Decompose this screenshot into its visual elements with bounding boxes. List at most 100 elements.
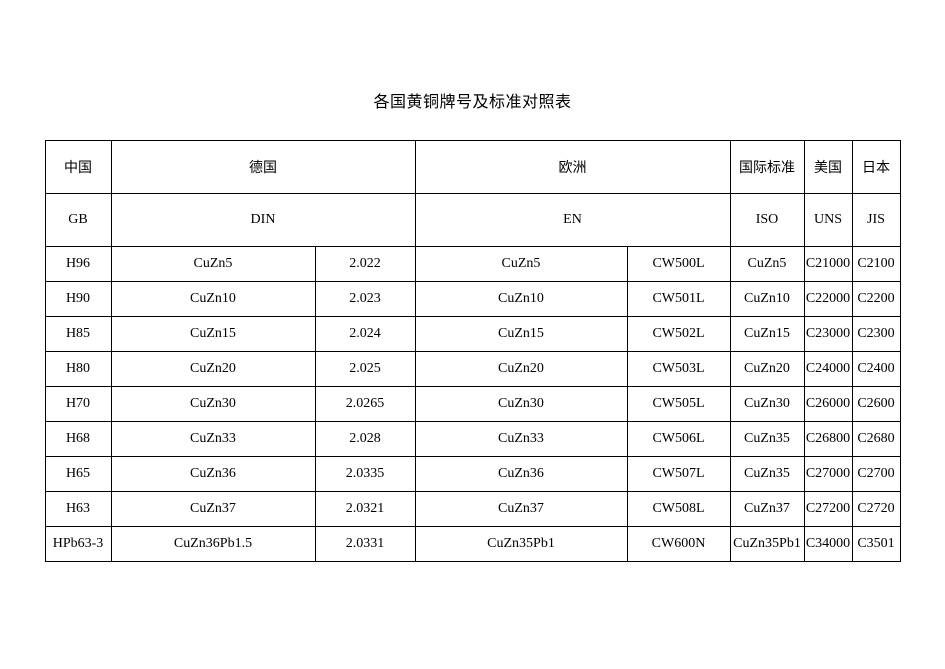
- table-cell: H70: [45, 387, 111, 422]
- table-cell: CuZn35Pb1: [730, 527, 804, 562]
- table-cell: CW500L: [627, 247, 730, 282]
- table-cell: CuZn35: [730, 457, 804, 492]
- table-row: H90CuZn102.023CuZn10CW501LCuZn10C22000C2…: [45, 282, 900, 317]
- table-cell: CuZn20: [111, 352, 315, 387]
- table-cell: C2200: [852, 282, 900, 317]
- table-cell: 2.024: [315, 317, 415, 352]
- col-country-iso: 国际标准: [730, 141, 804, 194]
- table-row: H68CuZn332.028CuZn33CW506LCuZn35C26800C2…: [45, 422, 900, 457]
- table-cell: C22000: [804, 282, 852, 317]
- table-body: H96CuZn52.022CuZn5CW500LCuZn5C21000C2100…: [45, 247, 900, 562]
- table-cell: CuZn10: [730, 282, 804, 317]
- header-row-standards: GB DIN EN ISO UNS JIS: [45, 194, 900, 247]
- table-cell: C27200: [804, 492, 852, 527]
- table-cell: CuZn37: [730, 492, 804, 527]
- page-title: 各国黄铜牌号及标准对照表: [0, 0, 945, 140]
- table-cell: CuZn36: [415, 457, 627, 492]
- table-cell: CuZn10: [415, 282, 627, 317]
- brass-grades-table: 中国 德国 欧洲 国际标准 美国 日本 GB DIN EN ISO UNS JI…: [45, 140, 901, 562]
- table-cell: 2.0265: [315, 387, 415, 422]
- table-cell: 2.022: [315, 247, 415, 282]
- table-cell: C34000: [804, 527, 852, 562]
- table-cell: CuZn30: [415, 387, 627, 422]
- table-cell: CuZn20: [730, 352, 804, 387]
- header-row-countries: 中国 德国 欧洲 国际标准 美国 日本: [45, 141, 900, 194]
- table-cell: H80: [45, 352, 111, 387]
- table-cell: 2.0321: [315, 492, 415, 527]
- table-cell: H90: [45, 282, 111, 317]
- table-cell: CW506L: [627, 422, 730, 457]
- table-cell: C2600: [852, 387, 900, 422]
- table-cell: H65: [45, 457, 111, 492]
- table-cell: H68: [45, 422, 111, 457]
- table-cell: CW503L: [627, 352, 730, 387]
- table-cell: C2680: [852, 422, 900, 457]
- col-standard-en: EN: [415, 194, 730, 247]
- table-cell: CuZn33: [415, 422, 627, 457]
- table-cell: H63: [45, 492, 111, 527]
- col-country-germany: 德国: [111, 141, 415, 194]
- col-country-china: 中国: [45, 141, 111, 194]
- table-cell: CW600N: [627, 527, 730, 562]
- table-cell: H85: [45, 317, 111, 352]
- table-row: HPb63-3CuZn36Pb1.52.0331CuZn35Pb1CW600NC…: [45, 527, 900, 562]
- table-cell: CuZn36: [111, 457, 315, 492]
- col-standard-din: DIN: [111, 194, 415, 247]
- table-cell: H96: [45, 247, 111, 282]
- table-cell: CuZn37: [111, 492, 315, 527]
- table-cell: CW502L: [627, 317, 730, 352]
- table-cell: CuZn15: [111, 317, 315, 352]
- col-standard-jis: JIS: [852, 194, 900, 247]
- document-page: 各国黄铜牌号及标准对照表 中国 德国 欧洲 国际标准 美国 日本 GB DIN …: [0, 0, 945, 669]
- table-row: H96CuZn52.022CuZn5CW500LCuZn5C21000C2100: [45, 247, 900, 282]
- table-cell: C27000: [804, 457, 852, 492]
- col-standard-iso: ISO: [730, 194, 804, 247]
- table-row: H70CuZn302.0265CuZn30CW505LCuZn30C26000C…: [45, 387, 900, 422]
- table-header: 中国 德国 欧洲 国际标准 美国 日本 GB DIN EN ISO UNS JI…: [45, 141, 900, 247]
- table-cell: CuZn35Pb1: [415, 527, 627, 562]
- table-cell: CuZn37: [415, 492, 627, 527]
- table-cell: CuZn10: [111, 282, 315, 317]
- table-cell: CW508L: [627, 492, 730, 527]
- table-cell: C2300: [852, 317, 900, 352]
- table-cell: 2.025: [315, 352, 415, 387]
- col-country-japan: 日本: [852, 141, 900, 194]
- table-cell: CuZn5: [415, 247, 627, 282]
- table-cell: C2720: [852, 492, 900, 527]
- table-cell: C21000: [804, 247, 852, 282]
- table-cell: CuZn33: [111, 422, 315, 457]
- table-cell: C2400: [852, 352, 900, 387]
- table-cell: 2.028: [315, 422, 415, 457]
- table-cell: CuZn36Pb1.5: [111, 527, 315, 562]
- table-cell: CW505L: [627, 387, 730, 422]
- table-cell: C23000: [804, 317, 852, 352]
- table-cell: CuZn15: [415, 317, 627, 352]
- table-cell: CuZn5: [111, 247, 315, 282]
- col-standard-gb: GB: [45, 194, 111, 247]
- table-cell: 2.0335: [315, 457, 415, 492]
- table-cell: CuZn20: [415, 352, 627, 387]
- table-cell: C2100: [852, 247, 900, 282]
- table-cell: CW501L: [627, 282, 730, 317]
- table-row: H85CuZn152.024CuZn15CW502LCuZn15C23000C2…: [45, 317, 900, 352]
- table-cell: HPb63-3: [45, 527, 111, 562]
- table-cell: CuZn30: [730, 387, 804, 422]
- table-cell: CuZn5: [730, 247, 804, 282]
- table-cell: C26000: [804, 387, 852, 422]
- table-cell: C3501: [852, 527, 900, 562]
- table-cell: C2700: [852, 457, 900, 492]
- col-country-usa: 美国: [804, 141, 852, 194]
- table-row: H80CuZn202.025CuZn20CW503LCuZn20C24000C2…: [45, 352, 900, 387]
- table-cell: C24000: [804, 352, 852, 387]
- table-row: H63CuZn372.0321CuZn37CW508LCuZn37C27200C…: [45, 492, 900, 527]
- col-standard-uns: UNS: [804, 194, 852, 247]
- table-cell: CuZn35: [730, 422, 804, 457]
- table-cell: C26800: [804, 422, 852, 457]
- table-cell: CuZn30: [111, 387, 315, 422]
- table-cell: 2.0331: [315, 527, 415, 562]
- col-country-europe: 欧洲: [415, 141, 730, 194]
- table-cell: 2.023: [315, 282, 415, 317]
- table-cell: CW507L: [627, 457, 730, 492]
- table-row: H65CuZn362.0335CuZn36CW507LCuZn35C27000C…: [45, 457, 900, 492]
- table-cell: CuZn15: [730, 317, 804, 352]
